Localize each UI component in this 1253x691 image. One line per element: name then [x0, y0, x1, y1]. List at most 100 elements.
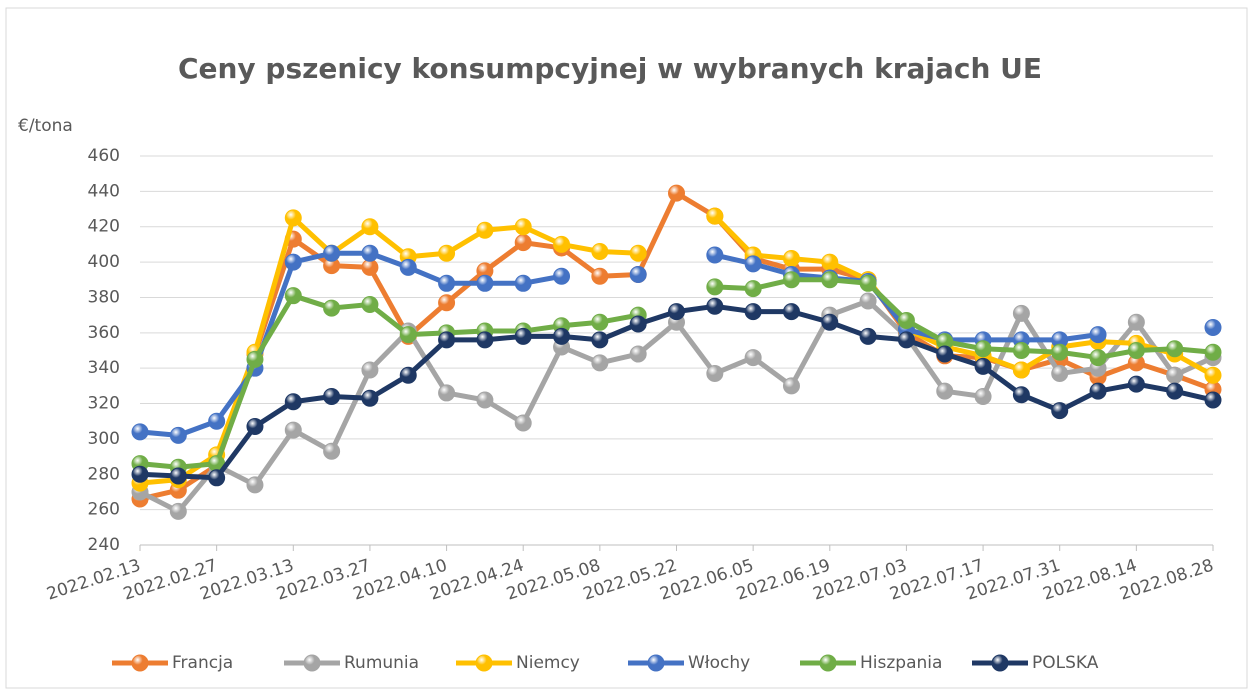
- data-point: [361, 258, 379, 276]
- chart-frame: [5, 7, 1248, 689]
- data-point: [974, 387, 992, 405]
- data-point: [399, 366, 417, 384]
- data-point: [591, 242, 609, 260]
- legend-marker: [819, 654, 837, 672]
- data-point: [476, 221, 494, 239]
- data-point: [782, 250, 800, 268]
- data-point: [1012, 342, 1030, 359]
- y-tick-label: 260: [88, 500, 120, 520]
- data-point: [131, 465, 149, 483]
- data-point: [1089, 349, 1107, 367]
- y-tick-label: 360: [88, 323, 120, 343]
- y-tick-label: 320: [88, 394, 120, 414]
- data-point: [476, 391, 494, 409]
- y-tick-label: 300: [88, 429, 120, 449]
- legend-label: Niemcy: [516, 653, 580, 673]
- data-point: [323, 442, 341, 460]
- data-point: [284, 421, 302, 439]
- data-point: [706, 297, 724, 315]
- data-point: [706, 207, 724, 225]
- data-point: [553, 267, 571, 285]
- data-point: [1204, 391, 1222, 409]
- data-point: [1051, 364, 1069, 382]
- data-point: [782, 303, 800, 321]
- legend-marker: [303, 654, 321, 672]
- data-point: [744, 255, 762, 273]
- data-point: [1204, 366, 1222, 384]
- data-point: [169, 502, 187, 520]
- data-point: [744, 280, 762, 298]
- data-point: [284, 393, 302, 411]
- y-axis-label: €/tona: [18, 116, 73, 136]
- data-point: [629, 315, 647, 333]
- y-tick-label: 380: [88, 287, 120, 307]
- data-point: [438, 331, 456, 349]
- data-point: [591, 313, 609, 331]
- data-point: [859, 292, 877, 310]
- data-point: [706, 278, 724, 296]
- data-point: [1127, 313, 1145, 331]
- legend-marker: [131, 654, 149, 672]
- data-point: [169, 426, 187, 444]
- legend-label: Rumunia: [344, 653, 419, 673]
- data-point: [553, 235, 571, 253]
- data-point: [591, 331, 609, 349]
- data-point: [782, 271, 800, 289]
- y-tick-label: 460: [88, 146, 120, 166]
- y-tick-label: 420: [88, 217, 120, 237]
- legend-label: Francja: [172, 653, 233, 673]
- data-point: [668, 303, 685, 321]
- data-point: [438, 274, 456, 292]
- y-tick-label: 280: [88, 464, 120, 484]
- data-point: [1166, 382, 1184, 400]
- data-point: [361, 389, 379, 407]
- data-point: [438, 244, 456, 262]
- data-point: [514, 218, 532, 236]
- data-point: [1204, 343, 1222, 361]
- data-point: [821, 253, 839, 271]
- legend-marker: [647, 654, 665, 672]
- data-point: [782, 377, 800, 395]
- data-point: [323, 244, 341, 262]
- data-point: [399, 326, 417, 344]
- legend-label: Hiszpania: [860, 653, 942, 673]
- data-point: [514, 274, 532, 292]
- data-point: [361, 218, 379, 236]
- data-point: [1204, 319, 1222, 337]
- data-point: [1012, 361, 1030, 379]
- data-point: [706, 246, 724, 264]
- data-point: [246, 476, 264, 494]
- data-point: [706, 364, 724, 382]
- data-point: [974, 357, 992, 375]
- data-point: [629, 345, 647, 363]
- data-point: [859, 274, 877, 292]
- data-point: [553, 327, 571, 345]
- data-point: [629, 265, 647, 283]
- y-tick-label: 440: [88, 181, 120, 201]
- data-point: [169, 467, 187, 485]
- data-point: [1012, 386, 1030, 404]
- data-point: [476, 274, 494, 292]
- data-point: [323, 299, 341, 317]
- data-point: [323, 387, 341, 405]
- data-point: [1166, 366, 1184, 384]
- data-point: [859, 327, 877, 345]
- y-tick-label: 340: [88, 358, 120, 378]
- data-point: [629, 244, 647, 262]
- legend-marker: [475, 654, 493, 672]
- data-point: [974, 340, 992, 358]
- data-point: [246, 418, 264, 436]
- y-tick-label: 240: [88, 535, 120, 555]
- data-point: [1051, 343, 1069, 361]
- data-point: [744, 349, 762, 367]
- data-point: [668, 184, 685, 202]
- legend-label: POLSKA: [1032, 653, 1099, 673]
- data-point: [514, 414, 532, 432]
- data-point: [1051, 402, 1069, 420]
- data-point: [131, 423, 149, 441]
- chart-title: Ceny pszenicy konsumpcyjnej w wybranych …: [178, 52, 1042, 85]
- data-point: [821, 271, 839, 289]
- data-point: [284, 287, 302, 305]
- data-point: [361, 244, 379, 262]
